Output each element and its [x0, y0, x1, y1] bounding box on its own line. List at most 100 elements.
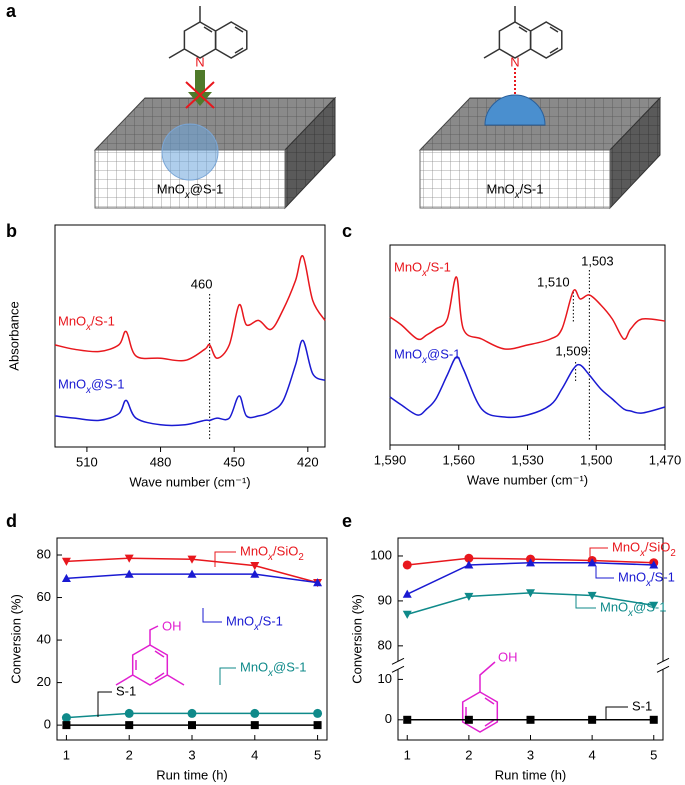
marker: [61, 573, 71, 582]
y-tick-label: 80: [37, 546, 51, 561]
x-tick-label: 5: [650, 747, 657, 762]
x-tick-label: 2: [126, 747, 133, 762]
x-tick-label: 450: [223, 454, 245, 469]
plot-frame: [397, 537, 664, 741]
marker: [124, 554, 134, 563]
annotation: 1,509: [555, 343, 588, 358]
label-arrow: [97, 691, 112, 717]
marker: [313, 708, 323, 718]
series-label: MnOx@S-1: [394, 346, 460, 366]
marker: [587, 558, 597, 567]
marker: [124, 569, 134, 578]
y-tick-label: 60: [37, 589, 51, 604]
plot-frame: [54, 224, 326, 448]
marker: [402, 610, 412, 619]
marker: [464, 553, 474, 563]
x-tick-label: 480: [150, 454, 172, 469]
y-axis-label: Conversion (%): [8, 594, 23, 684]
marker: [313, 721, 322, 730]
x-tick-label: 1: [404, 747, 411, 762]
marker: [61, 557, 71, 566]
series-label: MnOx@S-1: [240, 659, 306, 679]
label-arrow: [202, 608, 222, 623]
x-tick-label: 2: [465, 747, 472, 762]
x-tick-label: 3: [188, 747, 195, 762]
x-tick-label: 510: [76, 454, 98, 469]
marker: [61, 713, 71, 723]
y-tick-label: 100: [370, 547, 392, 562]
panel-label: e: [342, 511, 352, 531]
marker: [187, 555, 197, 564]
molecule-label: OH: [498, 649, 518, 664]
series-line: [54, 339, 326, 427]
y-tick-label: 80: [378, 637, 392, 652]
marker: [250, 562, 260, 571]
x-tick-label: 4: [589, 747, 596, 762]
x-tick-label: 1: [63, 747, 70, 762]
x-tick-label: 3: [527, 747, 534, 762]
marker: [464, 560, 474, 569]
label-arrow: [605, 706, 628, 720]
series-line: [54, 255, 326, 362]
x-axis-label: Wave number (cm⁻¹): [467, 472, 588, 487]
panel-label: b: [6, 221, 17, 241]
series-label: MnOx@S-1: [58, 376, 124, 396]
x-tick-label: 4: [251, 747, 258, 762]
axis-break: [661, 661, 665, 670]
label-arrow: [214, 551, 236, 567]
y-axis-label: Absorbance: [6, 301, 21, 370]
series-label: MnOx/S-1: [58, 313, 115, 333]
x-axis-label: Run time (h): [156, 767, 228, 782]
series-line: [389, 276, 666, 350]
x-tick-label: 1,530: [511, 452, 544, 467]
series-label: MnOx/SiO2: [240, 543, 304, 563]
marker: [649, 601, 659, 610]
y-tick-label: 20: [37, 674, 51, 689]
x-tick-label: 1,470: [649, 452, 682, 467]
marker: [587, 591, 597, 601]
y-tick-label: 90: [378, 592, 392, 607]
label-arrow: [595, 566, 614, 579]
marker: [526, 558, 535, 567]
marker: [62, 721, 71, 730]
series-label: MnOx/S-1: [618, 569, 675, 589]
x-tick-label: 1,500: [580, 452, 613, 467]
marker: [649, 715, 658, 724]
axis-break: [396, 661, 400, 670]
atom-label: N: [510, 54, 519, 69]
diagram-label: MnOx/S-1: [487, 181, 544, 201]
marker: [402, 589, 412, 598]
marker: [464, 715, 473, 724]
marker: [526, 715, 535, 724]
annotation: 460: [191, 276, 213, 291]
series-label: MnOx@S-1: [600, 599, 666, 619]
x-tick-label: 1,560: [442, 452, 475, 467]
marker: [187, 708, 197, 718]
axis-break: [656, 665, 670, 673]
panel-label: d: [6, 511, 17, 531]
marker: [187, 569, 197, 578]
molecule: [115, 625, 499, 733]
marker: [313, 578, 323, 587]
marker: [464, 592, 474, 601]
label-arrow: [589, 547, 608, 562]
panel-label: c: [342, 221, 352, 241]
annotation: 1,503: [581, 253, 614, 268]
label-arrow: [219, 667, 236, 685]
marker: [188, 721, 196, 730]
x-tick-label: 1,590: [374, 452, 407, 467]
molecule-label: OH: [162, 618, 182, 633]
panel-label: a: [6, 1, 17, 21]
marker: [250, 708, 260, 718]
series-label: S-1: [632, 698, 652, 713]
x-tick-label: 420: [297, 454, 319, 469]
marker: [402, 560, 412, 570]
axis-break: [391, 665, 405, 673]
annotation: 1,510: [537, 274, 570, 289]
label-arrow: [575, 594, 596, 609]
panel-a-diagram: N N MnOx@S-1 MnOx/S-1: [94, 5, 661, 209]
series-line: [389, 356, 666, 419]
atom-label: N: [195, 54, 204, 69]
series-label: MnOx/SiO2: [612, 539, 676, 559]
